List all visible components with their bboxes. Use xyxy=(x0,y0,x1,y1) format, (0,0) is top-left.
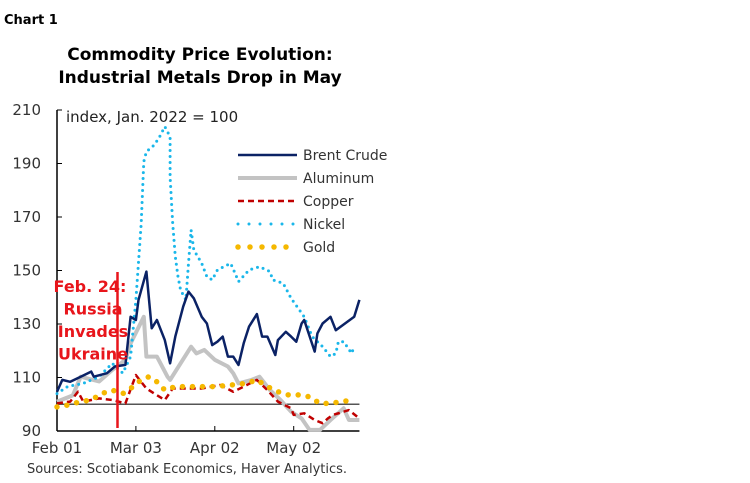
y-tick-label: 190 xyxy=(12,155,41,173)
invasion-annotation-text: Feb. 24: xyxy=(54,277,127,296)
y-tick-label: 170 xyxy=(12,208,41,226)
x-tick-label: May 02 xyxy=(266,439,321,457)
y-axis-label: index, Jan. 2022 = 100 xyxy=(66,108,238,126)
legend-label: Brent Crude xyxy=(303,148,387,164)
chart-title-line-2: Industrial Metals Drop in May xyxy=(58,68,341,88)
invasion-annotation-text: Russia xyxy=(63,300,122,319)
invasion-annotation-text: Invades xyxy=(58,322,128,341)
legend-label: Copper xyxy=(303,194,354,210)
x-tick-label: Mar 03 xyxy=(110,439,162,457)
x-tick-label: Feb 01 xyxy=(32,439,82,457)
chart-title-line-1: Commodity Price Evolution: xyxy=(67,45,332,65)
y-tick-label: 150 xyxy=(12,262,41,280)
legend-label: Nickel xyxy=(303,217,345,233)
y-tick-label: 210 xyxy=(12,101,41,119)
y-tick-label: 130 xyxy=(12,315,41,333)
invasion-annotation-text: Ukraine xyxy=(58,345,128,364)
series-line-gold xyxy=(54,373,357,410)
series-line-brent-crude xyxy=(55,270,361,393)
series-line-copper xyxy=(56,373,361,425)
chart-label: Chart 1 xyxy=(4,13,58,28)
series-line-nickel xyxy=(55,125,356,396)
source-note: Sources: Scotiabank Economics, Haver Ana… xyxy=(27,462,347,477)
legend-label: Gold xyxy=(303,240,335,256)
y-tick-label: 110 xyxy=(12,369,41,387)
x-tick-label: Apr 02 xyxy=(190,439,240,457)
y-tick-label: 90 xyxy=(22,422,41,440)
legend-label: Aluminum xyxy=(303,171,374,187)
